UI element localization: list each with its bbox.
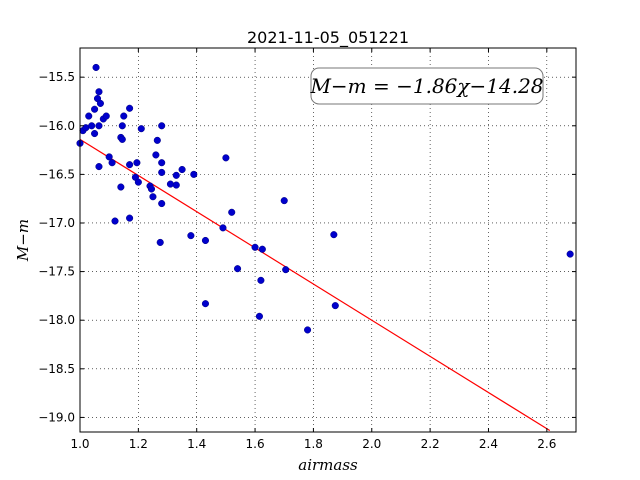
y-tick-label: −15.5: [38, 70, 75, 84]
data-point: [566, 250, 574, 258]
data-point: [258, 245, 266, 253]
y-tick-label: −18.5: [38, 362, 75, 376]
data-point: [118, 122, 126, 130]
data-point: [158, 199, 166, 208]
y-tick-label: −16.5: [38, 167, 75, 181]
data-point: [331, 302, 339, 310]
data-point: [282, 266, 290, 274]
data-point: [201, 300, 210, 308]
data-point: [133, 159, 141, 167]
data-point: [330, 231, 338, 239]
x-tick-label: 1.6: [246, 437, 265, 451]
y-tick-label: −18.0: [38, 313, 75, 327]
data-point: [149, 193, 157, 201]
data-point: [126, 214, 134, 222]
data-point: [95, 122, 103, 130]
data-point: [228, 208, 236, 216]
data-point: [280, 197, 288, 205]
fit-equation-frame: [310, 67, 544, 105]
data-point: [152, 151, 160, 159]
y-tick-labels: −15.5 −16.0 −16.5 −17.0 −17.5 −18.0 −18.5 −19.0: [38, 70, 75, 424]
y-tick-label: −17.0: [38, 216, 75, 230]
fit-equation-box: M−m = −1.86χ−14.28: [309, 67, 544, 105]
x-tick-label: 1.8: [304, 437, 323, 451]
y-tick-label: −16.0: [38, 119, 75, 133]
x-axis-label: airmass: [298, 456, 358, 474]
data-point: [147, 185, 156, 193]
data-point: [255, 312, 263, 320]
x-tick-label: 2.2: [421, 437, 440, 451]
axis-ticks: [79, 48, 576, 432]
data-point: [102, 112, 110, 120]
y-tick-label: −19.0: [38, 410, 75, 424]
fit-line-group: [79, 138, 551, 432]
x-tick-label: 1.2: [129, 437, 148, 451]
data-point: [96, 99, 104, 107]
data-point: [201, 236, 210, 245]
data-point: [234, 265, 242, 273]
x-tick-label: 1.4: [187, 437, 206, 451]
data-point: [158, 168, 166, 176]
data-point: [172, 181, 180, 189]
data-point: [190, 170, 198, 178]
x-tick-label: 1.0: [70, 437, 89, 451]
data-point: [118, 135, 126, 143]
data-point: [172, 171, 180, 179]
data-point: [120, 112, 128, 120]
y-tick-label: −17.5: [38, 265, 75, 279]
data-point: [88, 122, 96, 130]
data-point: [187, 232, 195, 240]
x-tick-label: 2.0: [362, 437, 381, 451]
x-tick-label: 2.6: [537, 437, 556, 451]
data-point: [91, 129, 99, 138]
data-point: [126, 104, 134, 112]
chart-title: 2021-11-05_051221: [247, 28, 409, 48]
data-point: [156, 238, 164, 246]
data-point: [92, 63, 100, 71]
data-point: [111, 217, 119, 225]
plot-frame: [79, 47, 577, 433]
data-point: [257, 276, 265, 284]
data-points: [76, 63, 574, 334]
data-point: [222, 154, 230, 162]
data-point: [178, 165, 186, 174]
data-point: [153, 136, 161, 144]
data-point: [219, 224, 227, 232]
data-point: [137, 125, 145, 133]
data-point: [134, 178, 142, 186]
data-point: [251, 243, 259, 251]
fit-equation-text: M−m = −1.86χ−14.28: [309, 74, 543, 98]
x-tick-label: 2.4: [479, 437, 498, 451]
data-point: [166, 180, 174, 188]
data-point: [117, 183, 125, 191]
fit-line: [79, 138, 551, 432]
data-point: [158, 122, 166, 130]
data-point: [105, 153, 113, 161]
y-axis-label: M−m: [14, 219, 32, 262]
data-point: [95, 88, 103, 96]
grid-lines: [79, 48, 576, 432]
data-point: [108, 159, 116, 167]
x-tick-labels: 1.0 1.2 1.4 1.6 1.8 2.0 2.2 2.4 2.6: [70, 437, 556, 451]
data-point: [91, 105, 99, 113]
data-point: [304, 326, 312, 334]
data-point: [95, 163, 103, 171]
data-point: [158, 159, 166, 167]
data-point: [85, 112, 93, 120]
data-point: [126, 161, 134, 169]
